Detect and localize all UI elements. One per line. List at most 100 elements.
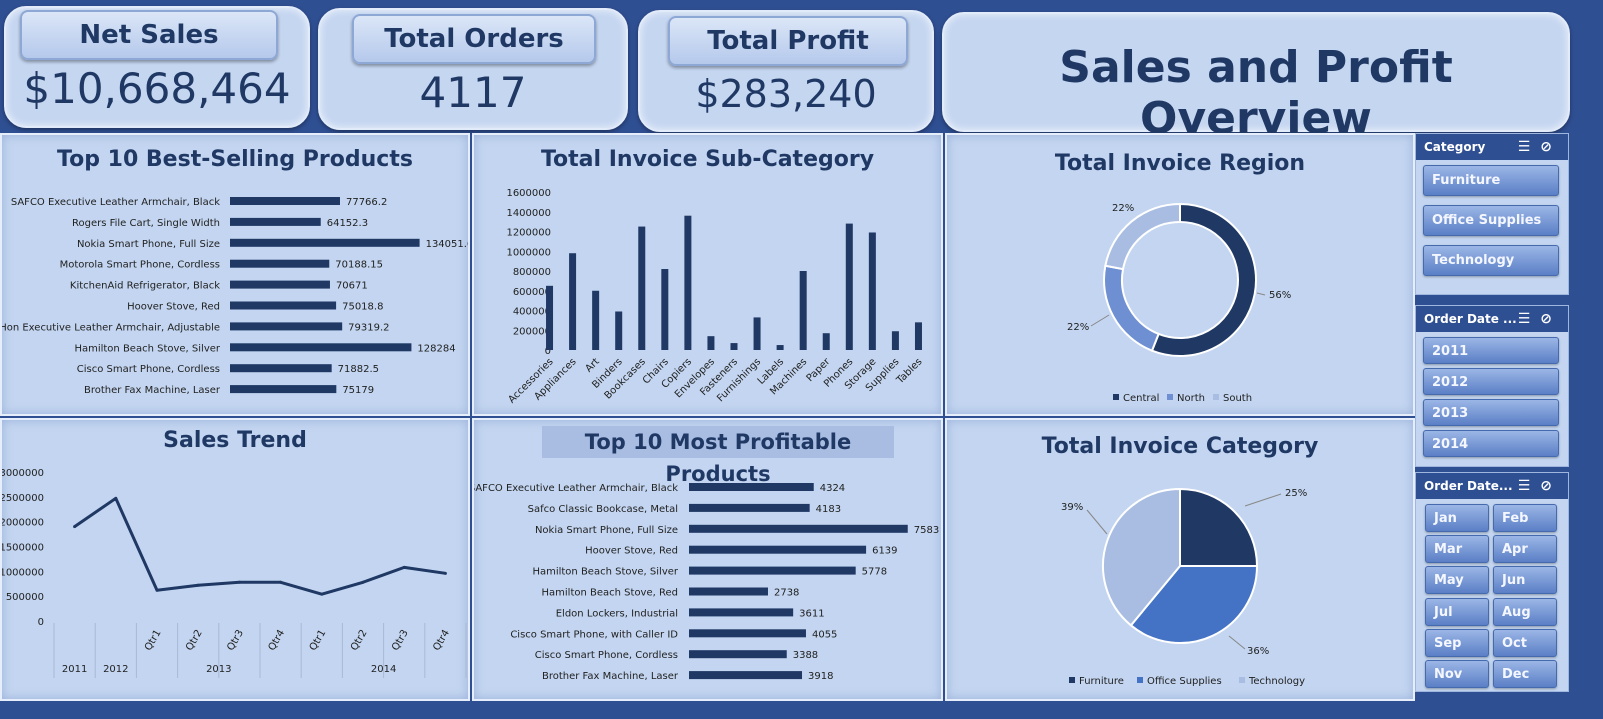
x-tick-label: Qtr2	[184, 628, 205, 653]
data-point	[320, 592, 324, 596]
year-filter-button[interactable]: 2012	[1423, 368, 1559, 395]
category-label: Rogers File Cart, Single Width	[72, 218, 220, 229]
month-filter-button[interactable]: Jun	[1493, 566, 1557, 595]
y-tick-label: 500000	[6, 592, 44, 603]
data-label: 2738	[774, 588, 799, 599]
month-filter-button[interactable]: Apr	[1493, 535, 1557, 564]
pct-label: 56%	[1269, 290, 1291, 301]
category-label: Brother Fax Machine, Laser	[542, 671, 679, 682]
data-label: 6139	[872, 546, 897, 557]
category-label: Hamilton Beach Stove, Red	[542, 588, 678, 599]
month-filter-button[interactable]: Aug	[1493, 597, 1557, 626]
category-label: Hamilton Beach Stove, Silver	[532, 567, 678, 578]
bar	[230, 280, 330, 289]
bar	[592, 290, 600, 350]
category-label: Motorola Smart Phone, Cordless	[60, 260, 220, 271]
y-tick-label: 400000	[513, 307, 551, 318]
bar	[230, 238, 420, 247]
bar	[845, 223, 853, 350]
kpi-card-total-profit: Total Profit $283,240	[638, 10, 934, 132]
year-filter-button[interactable]: 2011	[1423, 337, 1559, 364]
data-label: 70671	[336, 281, 368, 292]
bar	[689, 566, 856, 575]
data-point	[279, 580, 283, 584]
month-filter-button[interactable]: Oct	[1493, 628, 1557, 657]
data-label: 3388	[793, 650, 818, 661]
year-filter-button[interactable]: 2013	[1423, 399, 1559, 426]
bar	[661, 269, 669, 350]
bar	[730, 343, 738, 350]
most-profitable-title: Top 10 Most Profitable Products	[542, 426, 894, 486]
leader-line	[1228, 635, 1246, 650]
category-label: SAFCO Executive Leather Armchair, Black	[474, 483, 678, 494]
category-label: Brother Fax Machine, Laser	[84, 385, 221, 396]
bar	[689, 483, 814, 491]
y-tick-label: 2500000	[2, 493, 44, 504]
category-filter-button[interactable]: Office Supplies	[1423, 205, 1559, 236]
best-selling-chart: SAFCO Executive Leather Armchair, Black 7…	[2, 197, 468, 396]
donut-slice	[1103, 264, 1160, 352]
clear-filter-icon[interactable]: ⊘	[1540, 311, 1562, 327]
slicer-category: Category ☰⊘ Furniture Office Supplies Tech…	[1415, 133, 1569, 295]
clear-filter-icon[interactable]: ⊘	[1540, 478, 1562, 494]
data-label: 70188.15	[335, 260, 383, 271]
bar	[799, 271, 807, 350]
multi-select-icon[interactable]: ☰	[1517, 478, 1541, 494]
category-label: Hoover Stove, Red	[127, 302, 220, 313]
slicer-months-title: Order Date...	[1424, 479, 1513, 493]
legend-label: Furniture	[1079, 676, 1124, 687]
data-label: 79319.2	[348, 322, 389, 333]
panel-region: Total Invoice Region 56% 22% 22% Central Nor…	[945, 133, 1415, 416]
clear-filter-icon[interactable]: ⊘	[1540, 139, 1562, 155]
category-label: Eldon Lockers, Industrial	[556, 608, 678, 619]
donut-slice	[1104, 202, 1181, 271]
legend-swatch	[1239, 677, 1245, 683]
bar	[230, 343, 412, 352]
region-title: Total Invoice Region	[1054, 151, 1306, 176]
bar	[689, 629, 806, 638]
category-filter-button[interactable]: Technology	[1423, 245, 1559, 276]
month-filter-button[interactable]: Jan	[1425, 504, 1489, 532]
bar	[689, 503, 810, 512]
slicer-years-header: Order Date ... ☰⊘	[1416, 306, 1568, 332]
category-filter-button[interactable]: Furniture	[1423, 165, 1559, 196]
data-label: 75179	[342, 385, 374, 396]
month-filter-button[interactable]: Jul	[1425, 597, 1489, 626]
month-filter-button[interactable]: Mar	[1425, 535, 1489, 564]
x-tick-label: Qtr4	[431, 628, 452, 653]
data-point	[73, 525, 77, 529]
data-label: 77766.2	[346, 197, 387, 208]
legend-swatch	[1137, 677, 1143, 683]
y-tick-label: 1200000	[506, 228, 551, 239]
bar	[868, 232, 876, 350]
year-filter-button[interactable]: 2014	[1423, 430, 1559, 457]
category-label: Safco Classic Bookcase, Metal	[528, 504, 678, 515]
month-filter-button[interactable]: Nov	[1425, 660, 1489, 688]
category-label: KitchenAid Refrigerator, Black	[70, 281, 220, 292]
multi-select-icon[interactable]: ☰	[1517, 139, 1541, 155]
data-label: 134051.65	[426, 239, 468, 250]
kpi-label-total-orders: Total Orders	[352, 14, 596, 64]
y-tick-label: 1000000	[506, 247, 551, 258]
data-point	[237, 580, 241, 584]
pct-label: 22%	[1112, 203, 1134, 214]
month-filter-button[interactable]: Sep	[1425, 628, 1489, 657]
data-label: 4324	[820, 483, 845, 494]
kpi-card-net-sales: Net Sales $10,668,464	[4, 6, 310, 128]
month-filter-button[interactable]: Dec	[1493, 660, 1557, 688]
category-label: Hamilton Beach Stove, Silver	[74, 343, 220, 354]
x-tick-label: 2011	[62, 664, 87, 675]
bar	[638, 226, 646, 350]
legend-label: Central	[1123, 393, 1159, 404]
data-point	[155, 588, 159, 592]
month-filter-button[interactable]: Feb	[1493, 504, 1557, 532]
x-tick-label: Qtr1	[143, 628, 164, 653]
x-tick-label: Qtr1	[308, 628, 329, 653]
category-label: Nokia Smart Phone, Full Size	[77, 239, 220, 250]
month-filter-button[interactable]: May	[1425, 566, 1489, 595]
panel-best-selling: Top 10 Best-Selling Products SAFCO Execu…	[0, 133, 470, 416]
y-tick-label: 1600000	[506, 188, 551, 199]
y-tick-label: 2000000	[2, 518, 44, 529]
bar	[689, 671, 803, 680]
multi-select-icon[interactable]: ☰	[1517, 311, 1541, 327]
